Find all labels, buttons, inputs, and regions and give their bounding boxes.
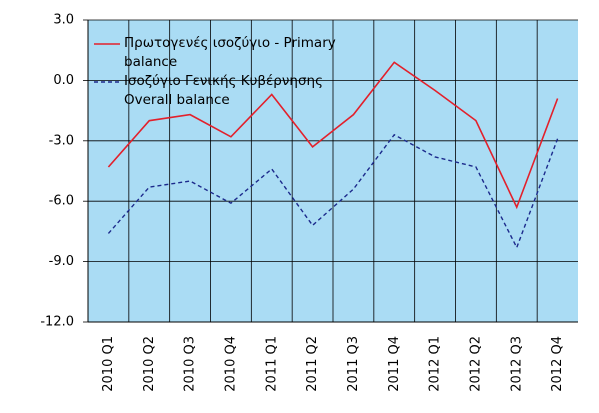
- legend-entry: Ισοζύγιο Γενικής Κυβέρνησης Overall bala…: [94, 72, 354, 110]
- y-tick-label: 0.0: [53, 73, 74, 88]
- legend-entry: Πρωτογενές ισοζύγιο - Primary balance: [94, 34, 354, 72]
- x-tick-label: 2011 Q4: [387, 336, 402, 392]
- x-tick-label: 2011 Q1: [264, 336, 279, 392]
- x-tick-label: 2012 Q3: [509, 336, 524, 392]
- x-tick-label: 2011 Q3: [346, 336, 361, 392]
- x-tick-label: 2010 Q3: [183, 336, 198, 392]
- legend-swatch: [94, 43, 120, 45]
- legend-label: Ισοζύγιο Γενικής Κυβέρνησης Overall bala…: [124, 73, 323, 108]
- x-tick-label: 2010 Q1: [101, 336, 116, 392]
- series-line: [107, 133, 559, 250]
- legend-label: Πρωτογενές ισοζύγιο - Primary balance: [124, 35, 336, 70]
- x-tick-label: 2011 Q2: [305, 336, 320, 392]
- x-tick-label: 2010 Q2: [142, 336, 157, 392]
- y-tick-label: -6.0: [49, 194, 74, 209]
- legend-swatch: [94, 81, 120, 83]
- y-tick-label: -12.0: [40, 315, 74, 330]
- legend: Πρωτογενές ισοζύγιο - Primary balance Ισο…: [94, 34, 354, 110]
- series-line: [107, 61, 559, 210]
- x-tick-label: 2012 Q4: [550, 336, 565, 392]
- x-tick-label: 2010 Q4: [223, 336, 238, 392]
- y-tick-label: 3.0: [53, 13, 74, 28]
- y-tick-label: -9.0: [49, 254, 74, 269]
- x-tick-label: 2012 Q1: [428, 336, 443, 392]
- x-tick-label: 2012 Q2: [468, 336, 483, 392]
- y-tick-label: -3.0: [49, 133, 74, 148]
